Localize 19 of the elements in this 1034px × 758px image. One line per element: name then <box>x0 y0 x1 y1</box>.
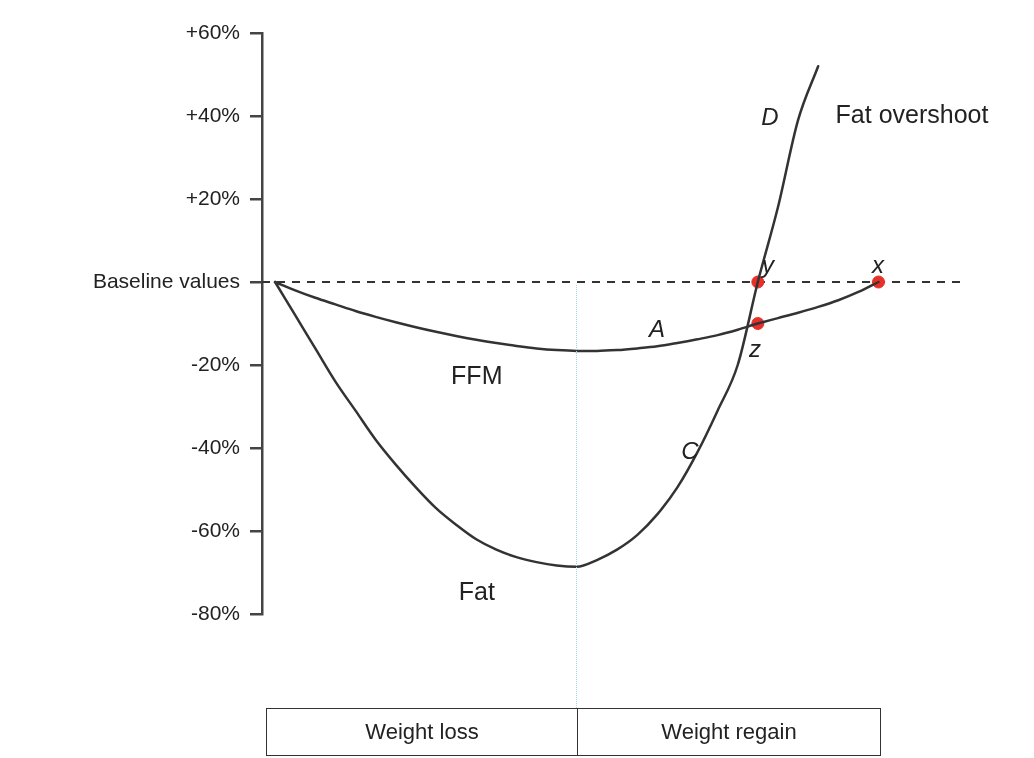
annotation: y <box>760 250 776 278</box>
y-tick-label: -40% <box>190 434 240 458</box>
y-tick-label: -20% <box>190 351 240 375</box>
annotation: C <box>681 436 700 464</box>
series-label: FFM <box>451 360 503 389</box>
y-tick-label: -60% <box>190 517 240 541</box>
text: Weight regain <box>577 708 881 756</box>
annotation: z <box>748 334 761 362</box>
annotation: D <box>761 102 779 130</box>
y-tick-label: +60% <box>185 19 240 43</box>
y-tick-label: Baseline values <box>92 268 240 292</box>
y-tick-label: +20% <box>185 185 240 209</box>
annotation: A <box>646 314 666 342</box>
y-tick-label: +40% <box>185 102 240 126</box>
text: Weight loss <box>266 708 578 756</box>
y-tick-label: -80% <box>190 600 240 624</box>
annotation: x <box>871 250 885 278</box>
series-label: Fat <box>458 576 495 605</box>
annotation: Fat overshoot <box>835 99 989 128</box>
